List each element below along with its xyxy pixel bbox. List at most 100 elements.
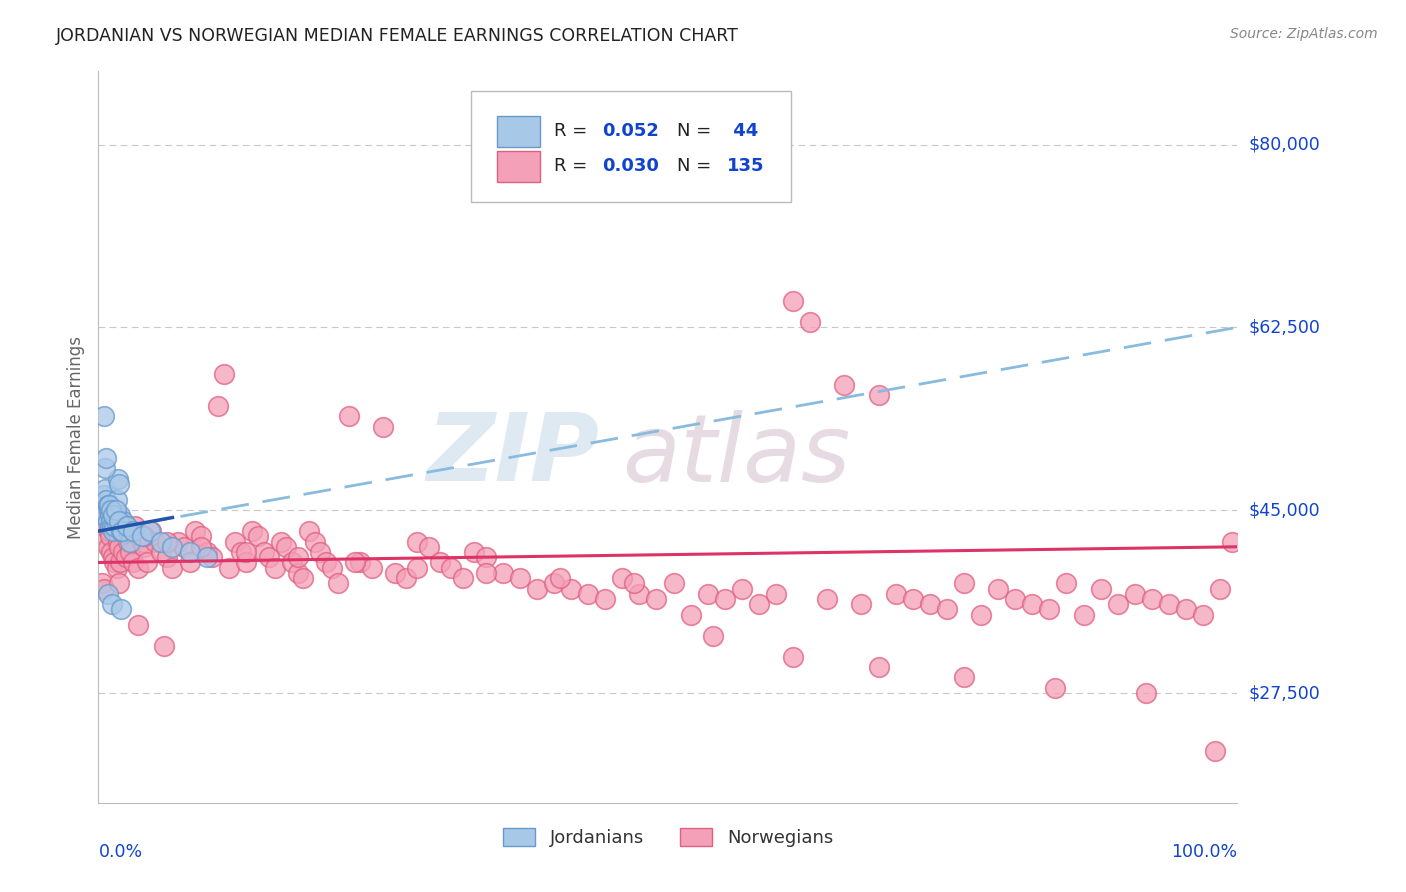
Point — [235, 545, 257, 559]
Point — [104, 514, 127, 528]
Point — [98, 508, 121, 523]
Point — [127, 560, 149, 574]
Point — [406, 534, 429, 549]
Point — [463, 545, 485, 559]
Point — [612, 571, 634, 585]
Point — [97, 524, 120, 538]
Point — [292, 571, 315, 585]
Point — [96, 587, 118, 601]
Point — [93, 487, 115, 501]
Point — [935, 602, 957, 616]
Point — [96, 514, 118, 528]
Point — [91, 508, 114, 523]
Point — [953, 670, 976, 684]
Point — [179, 545, 201, 559]
Point — [150, 545, 173, 559]
Point — [1175, 602, 1198, 616]
Point — [162, 540, 184, 554]
Text: $27,500: $27,500 — [1249, 684, 1320, 702]
Point — [406, 560, 429, 574]
Point — [326, 576, 349, 591]
Point — [1038, 602, 1060, 616]
Point — [94, 483, 117, 497]
Point — [418, 540, 440, 554]
Point — [782, 294, 804, 309]
Point — [112, 514, 135, 528]
Point — [429, 556, 451, 570]
Legend: Jordanians, Norwegians: Jordanians, Norwegians — [494, 819, 842, 856]
Point — [195, 550, 218, 565]
Point — [395, 571, 418, 585]
Point — [246, 529, 269, 543]
Point — [145, 534, 167, 549]
Point — [548, 571, 571, 585]
Point — [115, 524, 138, 538]
Point — [117, 534, 139, 549]
Point — [190, 529, 212, 543]
Point — [103, 556, 125, 570]
Text: R =: R = — [554, 158, 593, 176]
Point — [264, 560, 287, 574]
Point — [124, 519, 146, 533]
Point — [218, 560, 240, 574]
Point — [560, 582, 582, 596]
Text: 100.0%: 100.0% — [1171, 843, 1237, 861]
Point — [834, 377, 856, 392]
Point — [799, 315, 821, 329]
Point — [509, 571, 531, 585]
Point — [96, 514, 118, 528]
Point — [94, 461, 117, 475]
Point — [281, 556, 304, 570]
Point — [1192, 607, 1215, 622]
Point — [101, 503, 124, 517]
Point — [384, 566, 406, 580]
Point — [103, 519, 125, 533]
Point — [100, 503, 122, 517]
Point — [259, 550, 281, 565]
Point — [108, 477, 131, 491]
FancyBboxPatch shape — [498, 151, 540, 182]
Point — [112, 545, 135, 559]
Point — [315, 556, 337, 570]
Point — [884, 587, 907, 601]
Point — [114, 519, 136, 533]
Point — [179, 556, 201, 570]
Point — [287, 550, 309, 565]
Point — [576, 587, 599, 601]
Point — [115, 519, 138, 533]
Point — [1220, 534, 1243, 549]
Point — [93, 409, 115, 424]
Point — [526, 582, 548, 596]
Point — [696, 587, 718, 601]
Point — [100, 545, 122, 559]
Text: 135: 135 — [727, 158, 765, 176]
Point — [103, 508, 125, 523]
Text: N =: N = — [676, 122, 717, 140]
Point — [184, 524, 207, 538]
Point — [108, 576, 131, 591]
Point — [321, 560, 343, 574]
Point — [298, 524, 321, 538]
Point — [110, 524, 132, 538]
Point — [1209, 582, 1232, 596]
Point — [1107, 597, 1129, 611]
Point — [474, 550, 496, 565]
Point — [97, 498, 120, 512]
Point — [645, 592, 668, 607]
Point — [107, 472, 129, 486]
Point — [304, 534, 326, 549]
Point — [100, 514, 122, 528]
Point — [702, 629, 724, 643]
Point — [276, 540, 298, 554]
Point — [343, 556, 366, 570]
Point — [349, 556, 371, 570]
Point — [765, 587, 787, 601]
Point — [1021, 597, 1043, 611]
Text: N =: N = — [676, 158, 717, 176]
Point — [105, 492, 128, 507]
Point — [132, 529, 155, 543]
Point — [451, 571, 474, 585]
Point — [270, 534, 292, 549]
Point — [101, 519, 124, 533]
Point — [748, 597, 770, 611]
